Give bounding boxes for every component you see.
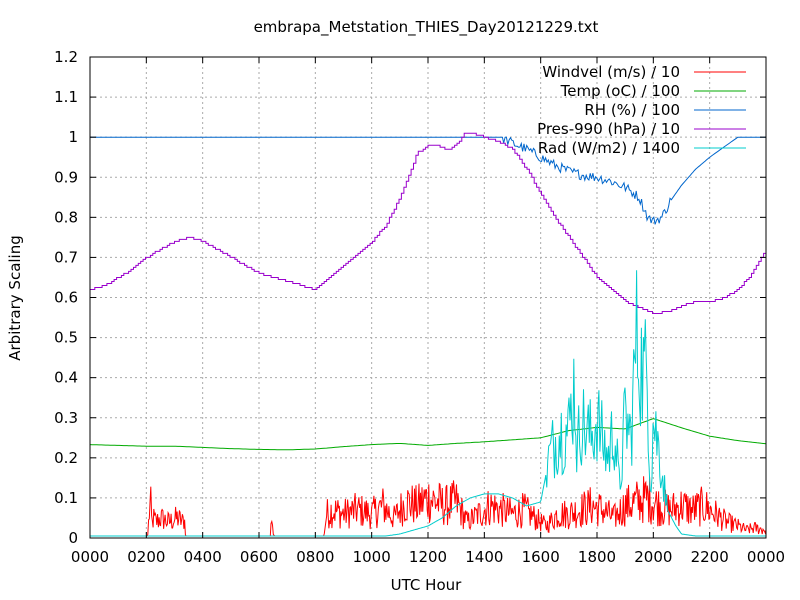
x-tick-label: 1400: [465, 548, 503, 566]
legend-label-windvel: Windvel (m/s) / 10: [542, 63, 680, 81]
series-line-rh: [90, 136, 766, 225]
y-tick-label: 0.8: [54, 208, 78, 226]
series-line-temp: [89, 418, 767, 451]
x-tick-label: 0400: [184, 548, 222, 566]
x-ticks: 0000 0200 0400 0600 0800 1000 1200 1400 1600 1800…: [71, 57, 785, 566]
x-tick-label: 2000: [634, 548, 672, 566]
y-tick-label: 1.2: [54, 48, 78, 66]
legend-label-rh: RH (%) / 100: [584, 101, 680, 119]
x-tick-label: 0800: [296, 548, 334, 566]
y-tick-label: 0: [68, 529, 78, 547]
x-tick-label: 2200: [691, 548, 729, 566]
x-axis-label: UTC Hour: [391, 576, 462, 594]
series-line-pressure: [90, 132, 767, 314]
legend-label-temp: Temp (oC) / 100: [560, 82, 680, 100]
y-tick-label: 1: [68, 128, 78, 146]
y-tick-label: 0.9: [54, 168, 78, 186]
y-tick-label: 0.1: [54, 489, 78, 507]
y-axis-label: Arbitrary Scaling: [6, 235, 24, 361]
x-tick-label: 0600: [240, 548, 278, 566]
y-tick-label: 0.5: [54, 329, 78, 347]
x-tick-label: 0200: [127, 548, 165, 566]
y-tick-label: 0.6: [54, 289, 78, 307]
x-tick-label: 1600: [522, 548, 560, 566]
chart-title: embrapa_Metstation_THIES_Day20121229.txt: [254, 18, 599, 37]
legend-label-pressure: Pres-990 (hPa) / 10: [537, 120, 680, 138]
x-tick-label: 1200: [409, 548, 447, 566]
y-tick-label: 0.7: [54, 248, 78, 266]
y-tick-label: 0.4: [54, 369, 78, 387]
x-tick-label: 0000: [747, 548, 785, 566]
x-tick-label: 0000: [71, 548, 109, 566]
x-tick-label: 1800: [578, 548, 616, 566]
y-ticks: 0 0.1 0.2 0.3 0.4 0.5 0.6 0.7 0.8 0.9 1 1.1 1.2: [54, 48, 766, 547]
y-tick-label: 0.2: [54, 449, 78, 467]
legend-label-rad: Rad (W/m2) / 1400: [538, 139, 680, 157]
y-tick-label: 0.3: [54, 409, 78, 427]
y-tick-label: 1.1: [54, 88, 78, 106]
x-tick-label: 1000: [353, 548, 391, 566]
